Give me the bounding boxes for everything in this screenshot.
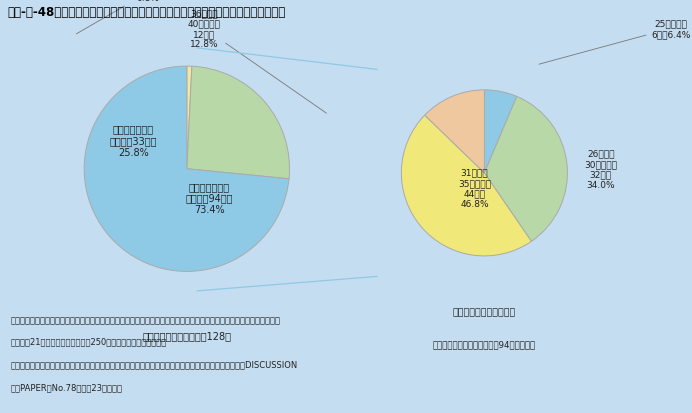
Text: 26歳以上
30歳以下，
32人，
34.0%: 26歳以上 30歳以下， 32人， 34.0% [584,149,617,190]
Text: スで21分野ごとに被引用上位250位以内）の研究者を指す。: スで21分野ごとに被引用上位250位以内）の研究者を指す。 [10,337,167,346]
Text: 未記入，1人，
0.8%: 未記入，1人， 0.8% [76,0,167,35]
Text: 第１-２-48図／日本の高被引用研究者の海外勤務の有無と海外勤務を初経験した年齢: 第１-２-48図／日本の高被引用研究者の海外勤務の有無と海外勤務を初経験した年齢 [7,6,285,19]
Wedge shape [484,97,567,242]
Wedge shape [187,67,289,179]
Text: 36歳以上
40歳以下，
12人，
12.8%: 36歳以上 40歳以下， 12人， 12.8% [188,9,327,114]
Wedge shape [425,90,484,173]
Text: 海外勤務経験記
載あり，94人，
73.4%: 海外勤務経験記 載あり，94人， 73.4% [185,181,233,215]
Text: （海外勤務経験の記載がある94人の内訳）: （海外勤務経験の記載がある94人の内訳） [432,339,536,348]
Wedge shape [484,90,517,173]
Text: 25歳以下，
6人，6.4%: 25歳以下， 6人，6.4% [539,19,691,65]
Wedge shape [187,67,192,169]
Text: 日本の高被引用研究者　128人: 日本の高被引用研究者 128人 [143,331,231,341]
Text: 31歳以上
35歳以下，
44人，
46.8%: 31歳以上 35歳以下， 44人， 46.8% [458,169,491,209]
Text: 注：高被引用研究者とは，論文被引用度が極めて高い（トムソン・ロイター・サイエンティフィック社製論文データベー: 注：高被引用研究者とは，論文被引用度が極めて高い（トムソン・ロイター・サイエンテ… [10,316,280,325]
Wedge shape [84,67,289,272]
Text: 資料：科学技術政策研究所「論文の被引用数から見る卓越した研究者のキャリアパスに関する国際比較」DISCUSSION: 資料：科学技術政策研究所「論文の被引用数から見る卓越した研究者のキャリアパスに関… [10,359,298,368]
Text: 海外勤務開始時期の年齢: 海外勤務開始時期の年齢 [453,308,516,317]
Wedge shape [401,116,531,256]
Text: PAPER　No.78（平成23年８月）: PAPER No.78（平成23年８月） [10,382,122,391]
Text: 海外勤務経験記
載なし，33人，
25.8%: 海外勤務経験記 載なし，33人， 25.8% [110,124,157,157]
